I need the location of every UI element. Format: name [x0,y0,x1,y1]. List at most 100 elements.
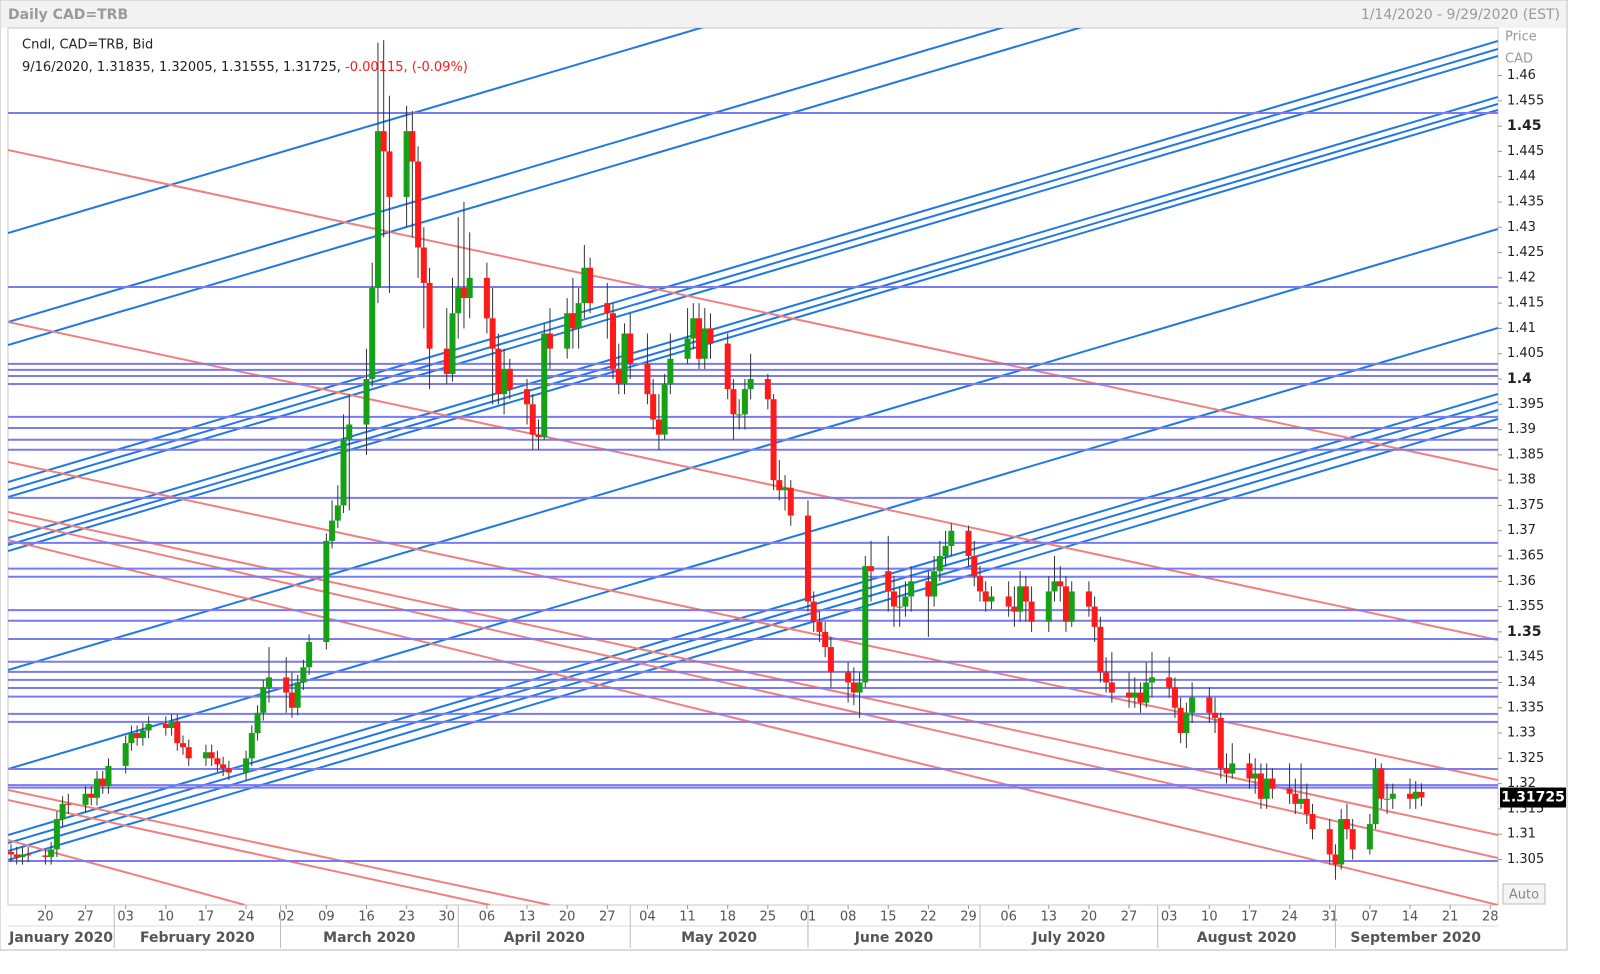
candle-body [329,520,336,541]
candle-body [908,581,915,597]
candle-body [925,581,932,597]
trend-line [8,103,1498,546]
y-tick-label: 1.305 [1507,852,1544,867]
x-tick-label: 22 [920,910,937,925]
y-tick-label: 1.32 [1507,776,1536,791]
trend-line [8,839,246,905]
candle-body [1217,717,1224,769]
candle-body [546,333,553,349]
candle-body [730,389,737,415]
candle-body [902,596,909,607]
candle-body [1028,601,1035,622]
x-tick-label: 27 [1121,910,1138,925]
candle-body [306,642,313,668]
month-label: April 2020 [504,930,585,946]
month-label: September 2020 [1350,930,1481,946]
candle-body [661,384,668,435]
y-tick-label: 1.445 [1507,144,1544,159]
x-tick-label: 06 [479,910,496,925]
y-tick-label: 1.345 [1507,650,1544,665]
trend-line [8,789,551,905]
candle-body [1246,763,1253,779]
y-tick-label: 1.36 [1507,574,1536,589]
x-tick-label: 18 [719,910,736,925]
month-label: June 2020 [854,930,934,946]
candle-body [1148,677,1155,683]
candle-body [1051,581,1058,592]
auto-button[interactable] [1502,883,1546,905]
candle-body [896,606,903,608]
candle-body [827,647,834,673]
trend-line [8,28,1083,346]
candle-body [59,803,66,820]
candle-body [214,758,221,765]
x-tick-label: 06 [1000,910,1017,925]
candle-body [965,530,972,557]
auto-button-label[interactable]: Auto [1509,888,1539,903]
candle-body [8,851,14,855]
candle-body [942,545,949,557]
candle-body [65,803,72,805]
candle-body [541,333,548,438]
candle-body [776,480,783,491]
candle-body [862,566,869,683]
y-tick-label: 1.325 [1507,751,1544,766]
y-tick-label: 1.33 [1507,726,1536,741]
x-tick-label: 20 [37,910,54,925]
y-tick-label: 1.385 [1507,447,1544,462]
candle-body [1011,606,1018,612]
candle-body [868,566,875,572]
candle-body [667,358,674,385]
candle-body [804,515,811,602]
candle-body [1189,697,1196,713]
candle-body [1326,829,1333,855]
y-tick-label: 1.355 [1507,599,1544,614]
candle-body [822,631,829,648]
candle-body [1103,672,1110,683]
x-tick-label: 10 [1201,910,1218,925]
candle-body [1406,793,1413,799]
candle-body [380,131,387,152]
candle-body [122,743,129,766]
candle-body [48,849,55,857]
candle-body [707,328,714,344]
candle-body [621,333,628,385]
candle-body [82,793,89,805]
candle-body [174,721,181,744]
candle-body [931,571,938,597]
candle-body [655,419,662,435]
trend-line [8,109,1498,552]
candle-body [684,338,691,359]
x-tick-label: 28 [1482,910,1499,925]
candle-body [455,287,462,314]
candle-body [243,758,250,773]
candle-body [386,151,393,197]
candle-body [260,687,267,713]
candle-body [1062,586,1069,622]
candle-body [724,343,731,390]
candle-body [650,394,657,420]
candle-body [300,667,307,683]
candle-body [1263,778,1270,799]
candle-body [42,855,49,857]
candle-body [1108,682,1115,693]
candle-body [346,424,353,440]
y-tick-label: 1.35 [1507,624,1542,640]
candle-body [483,277,490,319]
candle-body [1068,591,1075,622]
candle-body [569,313,576,329]
trend-line [8,28,1005,323]
candle-body [1085,591,1092,607]
title-bar [1,1,1566,28]
candle-body [495,348,502,395]
candle-body [168,721,175,728]
candle-body [529,404,536,435]
x-tick-label: 27 [77,910,94,925]
trend-line [8,55,1498,498]
y-tick-label: 1.435 [1507,194,1544,209]
candle-body [220,764,227,769]
candle-body [363,379,370,425]
candle-body [604,303,611,314]
candle-body [644,363,651,395]
